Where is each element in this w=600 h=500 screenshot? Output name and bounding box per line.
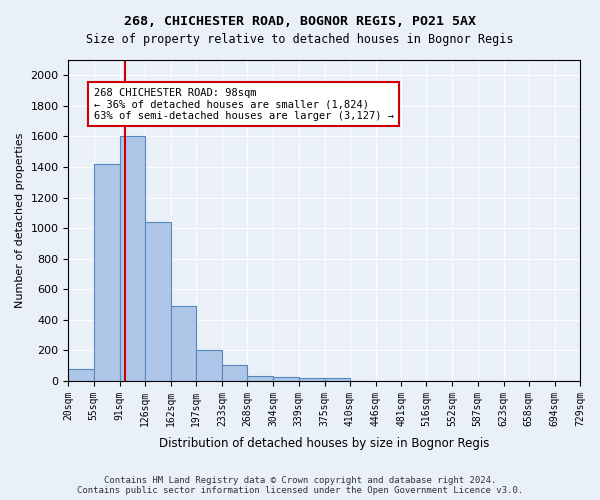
Text: Contains HM Land Registry data © Crown copyright and database right 2024.
Contai: Contains HM Land Registry data © Crown c… (77, 476, 523, 495)
Bar (94, 164, 119, 381)
Y-axis label: Number of detached properties: Number of detached properties (15, 133, 25, 308)
Bar (171, 306, 196, 381)
Bar (196, 350, 222, 381)
Text: 268, CHICHESTER ROAD, BOGNOR REGIS, PO21 5AX: 268, CHICHESTER ROAD, BOGNOR REGIS, PO21… (124, 15, 476, 28)
Bar (325, 378, 350, 381)
Bar (274, 377, 299, 381)
X-axis label: Distribution of detached houses by size in Bognor Regis: Distribution of detached houses by size … (159, 437, 490, 450)
Bar (247, 376, 274, 381)
Bar (222, 365, 247, 381)
Bar (145, 222, 171, 381)
Text: Size of property relative to detached houses in Bognor Regis: Size of property relative to detached ho… (86, 32, 514, 46)
Text: 268 CHICHESTER ROAD: 98sqm
← 36% of detached houses are smaller (1,824)
63% of s: 268 CHICHESTER ROAD: 98sqm ← 36% of deta… (94, 88, 394, 120)
Bar (68, 368, 94, 381)
Bar (299, 378, 325, 381)
Bar (119, 136, 145, 381)
